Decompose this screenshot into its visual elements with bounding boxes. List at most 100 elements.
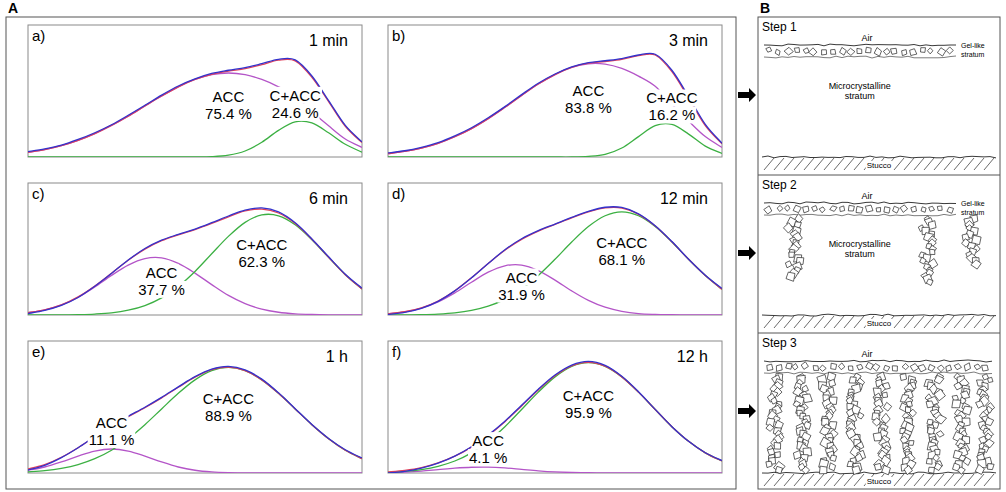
arrow: [738, 404, 756, 418]
crystal: [792, 364, 798, 371]
gel-surface: [764, 202, 956, 204]
label-patch: [88, 431, 136, 448]
component-share: 68.1 %: [598, 251, 645, 268]
subplot-title: 12 h: [677, 348, 708, 365]
crystal: [803, 206, 809, 213]
crystal: [936, 431, 944, 438]
crystal: [775, 452, 781, 458]
crystal: [927, 48, 933, 54]
crystal: [918, 365, 926, 372]
stucco-hatch: [984, 316, 994, 328]
step: Step 1AirGel-likestratumMicrocrystalline…: [762, 20, 996, 170]
stucco-hatch: [794, 474, 804, 486]
crystal: [929, 206, 935, 211]
label-patch: [137, 281, 186, 298]
stucco-hatch: [854, 158, 864, 170]
label-patch: [572, 82, 606, 99]
curve: [388, 124, 722, 157]
curve: [28, 257, 362, 315]
crystal: [900, 436, 908, 444]
curve: [28, 367, 362, 471]
stucco-hatch: [794, 316, 804, 328]
crystal: [822, 50, 827, 55]
stucco-hatch: [784, 474, 794, 486]
subplot-letter: c): [32, 185, 45, 202]
crystal: [988, 464, 995, 470]
subplot-letter: b): [392, 27, 405, 44]
label-patch: [145, 264, 179, 281]
crystal: [882, 465, 891, 474]
crystal: [958, 467, 966, 475]
crystal: [802, 467, 810, 475]
crystal: [952, 400, 961, 408]
label-patch: [204, 105, 253, 122]
crystal: [904, 465, 912, 474]
crystal: [767, 364, 773, 371]
stucco-hatch: [804, 474, 814, 486]
crystal: [786, 363, 793, 369]
crystal: [964, 363, 970, 371]
crystal: [876, 208, 881, 212]
curves: [28, 58, 362, 157]
label-patch: [595, 234, 648, 251]
crystal: [819, 365, 826, 371]
crystal: [866, 362, 874, 370]
curve: [388, 207, 722, 313]
plot-frame: [28, 183, 362, 315]
crystal: [789, 252, 795, 257]
stucco-hatch: [964, 316, 974, 328]
stucco-hatch: [894, 316, 904, 328]
label-patch: [471, 432, 505, 449]
curve: [388, 63, 722, 153]
stucco-label: Stucco: [867, 477, 892, 486]
crystal: [928, 364, 935, 371]
component-name: ACC: [96, 414, 128, 431]
crystal: [946, 47, 953, 54]
stucco-hatch: [944, 158, 954, 170]
crystal: [784, 47, 793, 55]
stucco-label: Stucco: [867, 161, 892, 170]
stucco-hatch: [924, 474, 934, 486]
gel-label-line: Gel-like: [961, 200, 985, 207]
crystal: [776, 365, 782, 372]
component-name: ACC: [146, 264, 178, 281]
label-patch: [468, 449, 508, 466]
step: Step 2AirGel-likestratumMicrocrystalline…: [758, 175, 1000, 328]
curve: [388, 362, 722, 472]
crystal: [976, 401, 984, 409]
stucco-hatch: [774, 158, 784, 170]
crystal: [766, 47, 772, 52]
stucco-hatch: [894, 474, 904, 486]
curve: [28, 366, 362, 470]
subplot-letter: a): [32, 27, 45, 44]
crystal: [874, 48, 881, 57]
crystal: [766, 461, 772, 467]
stucco-hatch: [924, 158, 934, 170]
stucco-hatch: [974, 474, 984, 486]
label-patch: [237, 253, 286, 270]
curve: [388, 53, 722, 153]
curves: [28, 366, 362, 473]
panel-letter: A: [8, 0, 18, 16]
curves: [28, 208, 362, 315]
label-patch: [271, 104, 320, 121]
crystal: [783, 223, 792, 233]
component-name: C+ACC: [646, 89, 697, 106]
crystal: [830, 206, 837, 212]
figure: ABa)1 minACC75.4 %C+ACC24.6 %b)3 minACC8…: [0, 0, 1006, 492]
label-patch: [212, 88, 246, 105]
component-share: 75.4 %: [205, 105, 252, 122]
crystal: [829, 463, 836, 471]
crystal: [902, 50, 907, 56]
stucco-hatch: [834, 474, 844, 486]
curve: [388, 54, 722, 154]
gel-bottom: [764, 56, 956, 58]
curve: [388, 265, 722, 315]
crystal: [874, 463, 881, 470]
label-patch: [648, 106, 697, 123]
stucco-hatch: [814, 158, 824, 170]
crystal: [884, 365, 890, 371]
stucco-hatch: [904, 316, 914, 328]
step: Step 3AirStucco: [758, 333, 1000, 486]
crystal: [937, 48, 945, 56]
